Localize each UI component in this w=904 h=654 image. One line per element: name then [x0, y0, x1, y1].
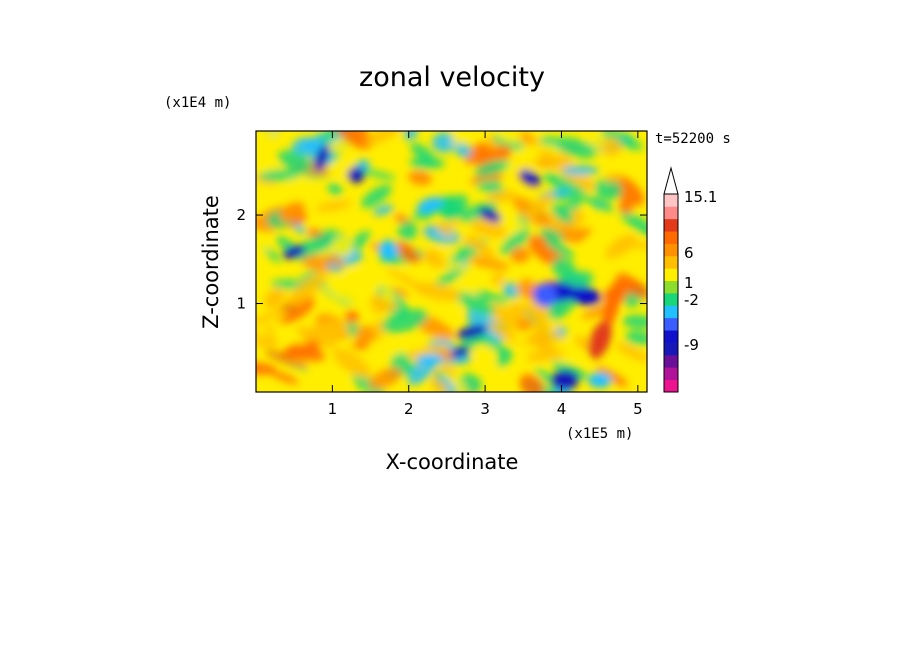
- x-scale-label: (x1E5 m): [566, 426, 633, 442]
- y-tick-label: 1: [236, 295, 246, 313]
- y-tick-label: 2: [236, 206, 246, 224]
- colorbar-band: [664, 194, 678, 207]
- colorbar-band: [664, 280, 678, 294]
- colorbar-label: 15.1: [684, 188, 717, 206]
- colorbar-band: [664, 317, 678, 331]
- y-axis-ticks: 12: [236, 206, 647, 313]
- time-label: t=52200 s: [655, 131, 731, 147]
- x-axis-ticks: 1 2 3 4 5: [328, 131, 643, 418]
- plot-area: [255, 130, 648, 393]
- colorbar-label: 1: [684, 274, 694, 292]
- y-axis-label: Z-coordinate: [199, 195, 223, 329]
- colorbar-band: [664, 342, 678, 356]
- colorbar-extend-arrow: [663, 166, 679, 195]
- x-tick-label: 3: [480, 400, 490, 418]
- x-tick-label: 4: [557, 400, 567, 418]
- colorbar-band: [664, 330, 678, 343]
- plot-frame: [255, 130, 648, 393]
- colorbar-label: -9: [684, 336, 699, 354]
- x-tick-label: 1: [328, 400, 338, 418]
- velocity-field: [256, 131, 647, 392]
- y-scale-label: (x1E4 m): [164, 95, 231, 111]
- colorbar-band: [664, 268, 678, 282]
- colorbar-band: [664, 243, 678, 257]
- colorbar-label: 6: [684, 244, 694, 262]
- colorbar: 15.1 6 1-2 -9: [663, 166, 717, 393]
- x-tick-label: 2: [404, 400, 414, 418]
- x-tick-label: 5: [633, 400, 643, 418]
- colorbar-band: [664, 218, 678, 232]
- colorbar-band: [664, 231, 678, 244]
- colorbar-band: [664, 206, 678, 220]
- colorbar-band: [664, 305, 678, 319]
- colorbar-band: [664, 293, 678, 306]
- colorbar-band: [664, 367, 678, 381]
- colorbar-band: [664, 379, 678, 393]
- x-axis-label: X-coordinate: [386, 450, 519, 474]
- colorbar-band: [664, 255, 678, 269]
- colorbar-label: -2: [684, 291, 699, 309]
- chart-title: zonal velocity: [359, 62, 545, 93]
- colorbar-frame: [663, 193, 679, 393]
- colorbar-band: [664, 354, 678, 368]
